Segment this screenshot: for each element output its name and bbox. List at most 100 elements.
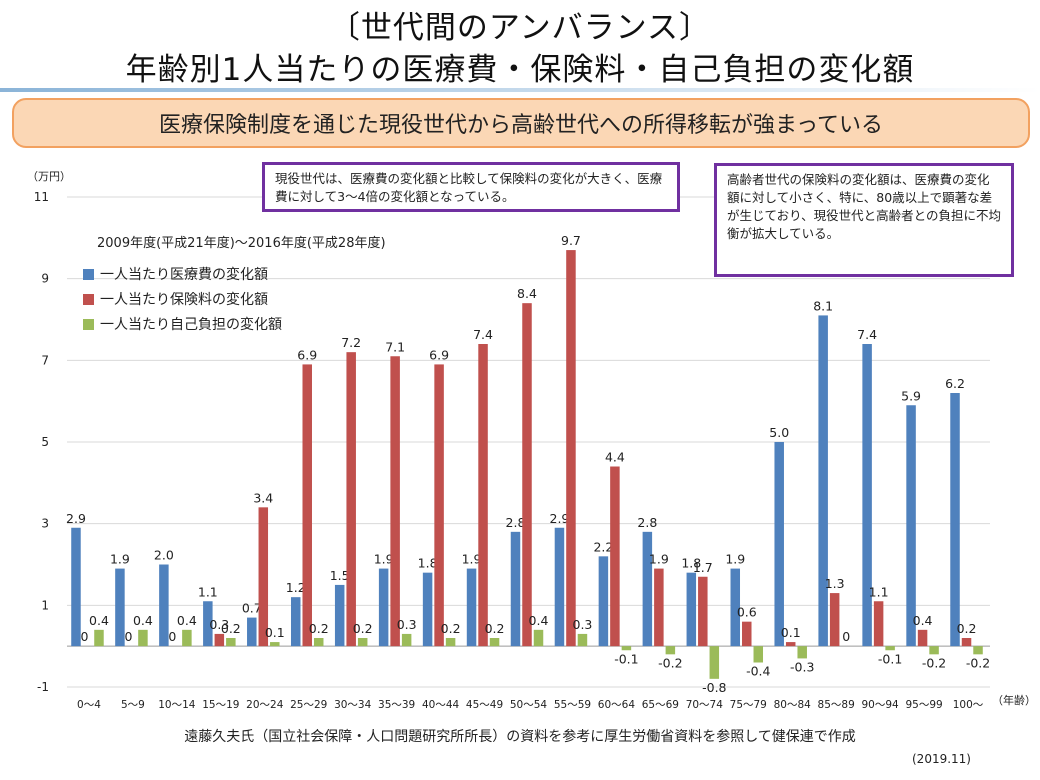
- bar: [159, 564, 169, 647]
- x-tick-label: 60～64: [598, 699, 636, 711]
- data-label: 0: [80, 629, 88, 644]
- legend-swatch-copay: [83, 318, 94, 330]
- source-note: 遠藤久夫氏（国立社会保障・人口問題研究所所長）の資料を参考に厚生労働省資料を参照…: [184, 729, 856, 745]
- bar: [214, 633, 225, 647]
- legend-label-premium: 一人当たり保険料の変化額: [100, 292, 268, 308]
- note-working-generation: 現役世代は、医療費の変化額と比較して保険料の変化が大きく、医療費に対して3～4倍…: [262, 162, 680, 212]
- bar: [961, 638, 972, 647]
- data-label: -0.4: [746, 664, 770, 679]
- bar: [401, 633, 412, 647]
- x-tick-label: 90～94: [862, 699, 900, 711]
- data-label: 1.1: [869, 584, 889, 599]
- bar: [730, 568, 741, 647]
- data-label: 9.7: [561, 233, 581, 248]
- x-tick-label: 30～34: [334, 699, 372, 711]
- x-tick-label: 95～99: [905, 699, 942, 711]
- data-label: 0.2: [309, 621, 329, 636]
- source-date: (2019.11): [912, 752, 971, 766]
- bar: [478, 344, 488, 647]
- data-label: 0.4: [529, 613, 549, 628]
- data-label: 2.9: [66, 511, 86, 526]
- bar: [302, 364, 312, 647]
- data-label: 0.6: [737, 605, 757, 620]
- data-label: 0.2: [957, 621, 977, 636]
- bar: [654, 568, 664, 647]
- data-label: 0.1: [265, 625, 285, 640]
- data-label: 0.3: [209, 617, 229, 632]
- bar: [313, 638, 324, 647]
- bar: [917, 629, 928, 647]
- data-label: 5.9: [901, 388, 921, 403]
- data-label: 0.2: [353, 621, 373, 636]
- data-label: 0: [124, 629, 132, 644]
- bar: [885, 646, 895, 651]
- bar: [554, 527, 565, 647]
- data-label: 1.8: [681, 556, 701, 571]
- data-label: 0.3: [573, 617, 593, 632]
- bar: [862, 344, 872, 647]
- bar: [973, 646, 983, 655]
- bar: [422, 572, 433, 647]
- x-tick-label: 20～24: [246, 699, 284, 711]
- bar: [94, 629, 104, 647]
- data-label: -0.2: [658, 655, 682, 670]
- bar: [378, 568, 389, 647]
- legend-label-medical: 一人当たり医療費の変化額: [100, 267, 268, 283]
- data-label: -0.1: [614, 651, 638, 666]
- data-label: 0.4: [913, 613, 933, 628]
- data-label: 0.2: [441, 621, 461, 636]
- x-tick-label: 25～29: [290, 699, 327, 711]
- data-label: 1.7: [693, 560, 713, 575]
- x-tick-label: 5～9: [121, 699, 145, 711]
- data-label: 0.2: [221, 621, 241, 636]
- data-label: 1.2: [286, 580, 306, 595]
- data-label: 7.1: [385, 339, 405, 354]
- y-tick-label: 9: [41, 272, 49, 286]
- bar: [785, 642, 796, 647]
- legend-swatch-medical: [83, 268, 94, 280]
- x-tick-label: 75～79: [730, 699, 767, 711]
- data-label: 0.3: [397, 617, 417, 632]
- bar: [270, 642, 280, 647]
- bar: [247, 617, 257, 647]
- data-label: 0.7: [242, 601, 262, 616]
- bar: [390, 356, 400, 647]
- bar: [258, 507, 269, 647]
- bar: [709, 646, 720, 679]
- data-label: 8.4: [517, 286, 537, 301]
- data-label: 7.4: [857, 327, 877, 342]
- bar: [357, 638, 368, 647]
- title-divider: [0, 88, 1040, 92]
- data-label: 1.9: [462, 552, 482, 567]
- x-tick-label: 70～74: [686, 699, 724, 711]
- legend-item-premium: 一人当たり保険料の変化額: [83, 289, 268, 309]
- data-label: -0.2: [966, 655, 990, 670]
- data-label: 1.1: [198, 584, 218, 599]
- bar: [445, 638, 456, 647]
- x-tick-label: 55～59: [554, 699, 591, 711]
- data-label: 0.2: [485, 621, 505, 636]
- data-label: 0.4: [133, 613, 153, 628]
- bar: [115, 568, 125, 647]
- bar: [466, 568, 477, 647]
- bar: [873, 601, 884, 647]
- data-label: 1.8: [418, 556, 438, 571]
- bar: [533, 629, 544, 647]
- data-label: 0.4: [89, 613, 109, 628]
- data-label: 0: [168, 629, 176, 644]
- data-label: 5.0: [769, 425, 789, 440]
- y-tick-label: 5: [41, 435, 49, 449]
- data-label: 2.2: [593, 539, 613, 554]
- data-label: 1.9: [649, 552, 669, 567]
- bar: [621, 646, 632, 651]
- x-tick-label: 0～4: [77, 699, 101, 711]
- data-label: 2.8: [637, 515, 657, 530]
- data-label: 1.9: [110, 552, 130, 567]
- data-label: -0.8: [702, 680, 726, 695]
- page-title-line2: 年齢別1人当たりの医療費・保険料・自己負担の変化額: [125, 52, 915, 88]
- bar: [598, 556, 609, 647]
- bar: [950, 393, 960, 647]
- data-label: 0: [842, 629, 850, 644]
- legend-swatch-premium: [83, 293, 94, 305]
- bar: [818, 315, 828, 647]
